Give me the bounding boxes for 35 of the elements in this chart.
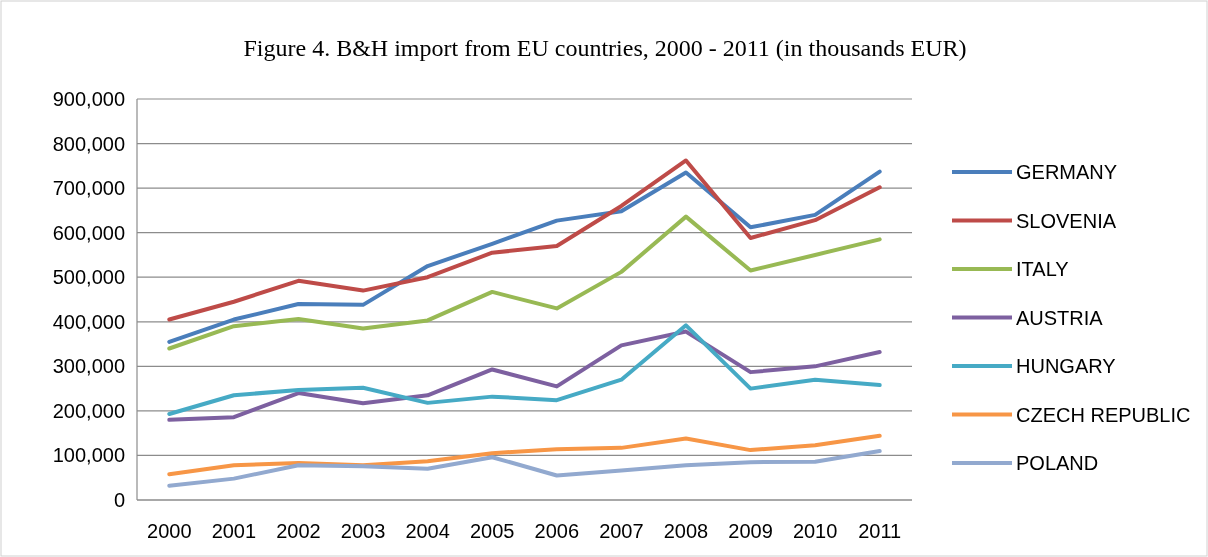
x-tick-label: 2004 <box>405 520 450 542</box>
y-tick-label: 700,000 <box>52 177 125 200</box>
line-series <box>167 158 882 322</box>
legend-label: AUSTRIA <box>1016 306 1104 329</box>
x-tick-label: 2009 <box>728 520 773 542</box>
x-tick-label: 2008 <box>663 520 709 542</box>
y-tick-label: 500,000 <box>52 266 125 289</box>
legend-label: POLAND <box>1016 452 1099 474</box>
line-series <box>167 169 882 344</box>
chart-title: Figure 4. B&H import from EU countries, 2000 - 2011 (in thousands EUR) <box>243 35 967 61</box>
y-tick-label: 200,000 <box>52 399 125 422</box>
x-tick-label: 2007 <box>599 520 644 542</box>
y-tick-label: 100,000 <box>52 444 125 467</box>
y-tick-label: 600,000 <box>52 221 125 244</box>
y-tick-label: 400,000 <box>52 310 125 333</box>
y-tick-label: 900,000 <box>52 88 125 110</box>
line-series <box>167 448 882 488</box>
y-tick-label: 800,000 <box>52 132 125 155</box>
legend-label: GERMANY <box>1016 161 1118 183</box>
legend-label: CZECH REPUBLIC <box>1016 403 1191 426</box>
legend-label: ITALY <box>1016 258 1069 280</box>
legend-label: HUNGARY <box>1016 355 1116 377</box>
x-tick-label: 2005 <box>469 520 515 542</box>
legend-label: SLOVENIA <box>1016 209 1117 232</box>
line-series <box>167 214 882 351</box>
x-tick-label: 2010 <box>792 520 838 542</box>
x-tick-label: 2001 <box>211 520 257 542</box>
x-tick-label: 2003 <box>340 520 386 542</box>
x-tick-label: 2002 <box>276 520 321 542</box>
x-tick-label: 2000 <box>147 520 192 542</box>
y-tick-label: 0 <box>113 489 125 511</box>
x-tick-label: 2011 <box>858 520 902 542</box>
x-tick-label: 2006 <box>534 520 580 542</box>
y-tick-label: 300,000 <box>52 355 125 378</box>
line-series <box>167 433 882 477</box>
